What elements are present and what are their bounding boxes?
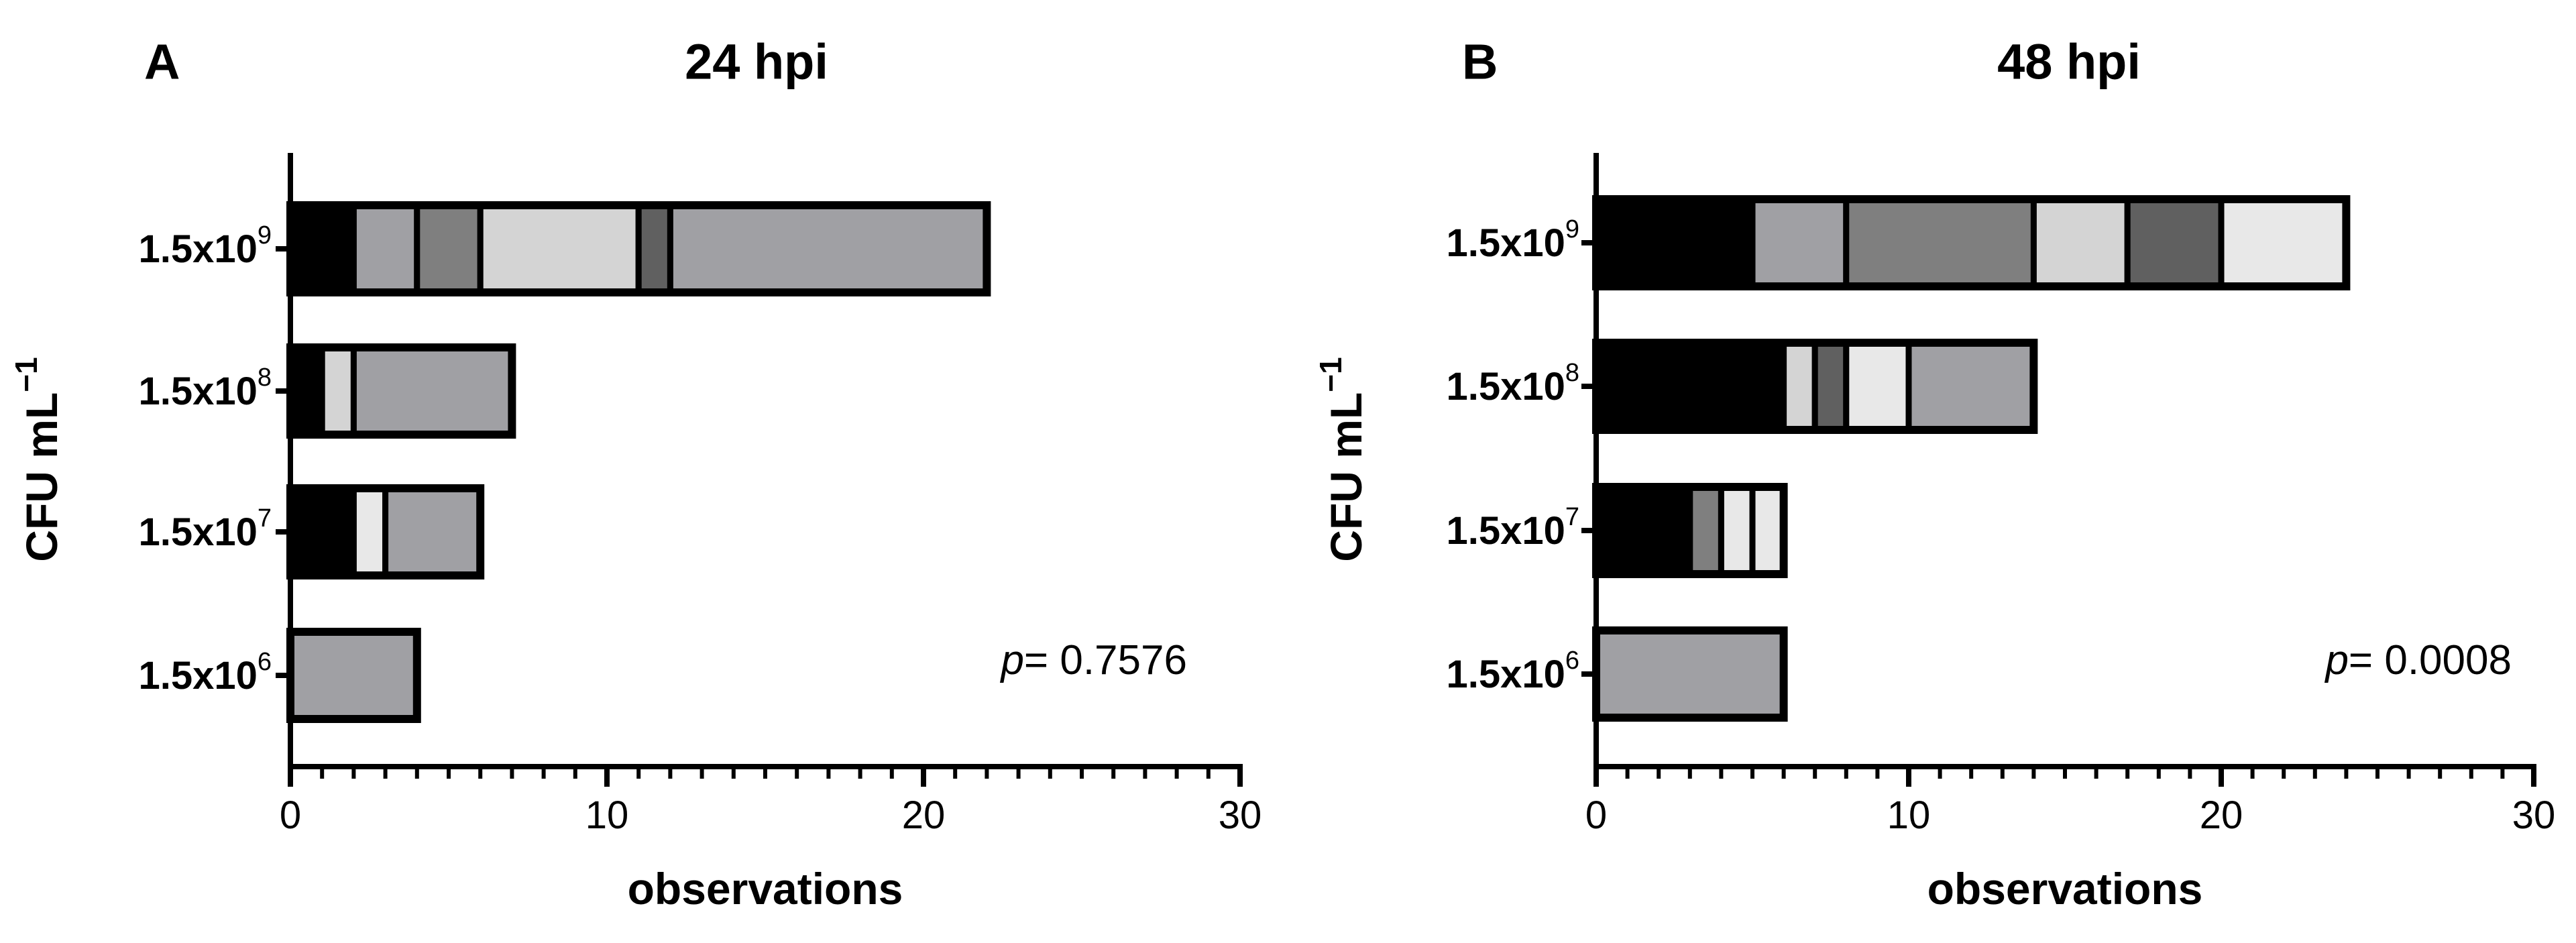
bar-segment xyxy=(1593,484,1693,577)
bar-segment xyxy=(1593,339,1787,433)
bar-segment xyxy=(1749,196,1850,290)
x-tick-label: 20 xyxy=(902,793,946,837)
bar-segment xyxy=(635,202,673,296)
bar-segment xyxy=(382,485,484,579)
bar-1 xyxy=(1592,339,2038,434)
bar-segment xyxy=(2218,196,2349,290)
bar-segment xyxy=(1781,339,1818,433)
bar-segment xyxy=(350,485,389,579)
y-axis-title: CFU mL−1 xyxy=(1313,357,1371,561)
x-tick-label: 10 xyxy=(585,793,629,837)
x-tick-label: 20 xyxy=(2200,793,2243,837)
bar-segment xyxy=(1593,196,1756,290)
bar-segment xyxy=(477,202,642,296)
category-base: 1.5x10 xyxy=(138,370,257,413)
category-label: 1.5x106 xyxy=(138,648,272,698)
bar-3 xyxy=(286,628,421,723)
bar-segment xyxy=(414,202,484,296)
category-base: 1.5x10 xyxy=(138,227,257,271)
bar-segment xyxy=(1687,484,1724,577)
bars xyxy=(286,201,991,723)
x-tick-label: 30 xyxy=(2512,793,2556,837)
bar-segment xyxy=(1843,196,2037,290)
y-axis-title-main: CFU mL xyxy=(1321,392,1371,562)
p-value-annotation: p= 0.7576 xyxy=(999,637,1187,683)
bars xyxy=(1592,195,2351,722)
category-label: 1.5x109 xyxy=(138,221,272,271)
bar-segment xyxy=(1811,339,1850,433)
x-tick-label: 30 xyxy=(1219,793,1262,837)
bar-segment xyxy=(667,202,990,296)
bar-segment xyxy=(287,344,325,438)
p-value-symbol: p xyxy=(2324,637,2348,683)
bar-segment xyxy=(287,628,421,722)
category-label: 1.5x107 xyxy=(138,504,272,554)
panel-title: 24 hpi xyxy=(685,34,828,90)
category-exponent: 6 xyxy=(258,648,272,676)
category-base: 1.5x10 xyxy=(138,654,257,698)
category-base: 1.5x10 xyxy=(1446,509,1565,553)
p-value-text: = 0.7576 xyxy=(1024,637,1187,683)
category-base: 1.5x10 xyxy=(138,510,257,554)
x-axis-title: observations xyxy=(1927,864,2203,913)
category-label: 1.5x109 xyxy=(1446,215,1579,265)
y-axis-title-exponent: −1 xyxy=(1313,357,1348,392)
category-exponent: 7 xyxy=(258,504,272,533)
bar-segment xyxy=(287,202,357,296)
bar-segment xyxy=(2124,196,2225,290)
bar-1 xyxy=(286,343,516,439)
x-tick-label: 0 xyxy=(1585,793,1607,837)
p-value-annotation: p= 0.0008 xyxy=(2324,637,2512,683)
bar-2 xyxy=(286,484,485,579)
bar-2 xyxy=(1592,483,1788,578)
category-exponent: 8 xyxy=(1565,359,1579,387)
category-label: 1.5x106 xyxy=(1446,647,1579,696)
p-value-symbol: p xyxy=(999,637,1023,683)
panel-letter: A xyxy=(144,34,180,90)
bar-segment xyxy=(287,485,357,579)
category-exponent: 8 xyxy=(258,364,272,392)
category-base: 1.5x10 xyxy=(1446,221,1565,265)
bar-segment xyxy=(2030,196,2131,290)
bar-segment xyxy=(1749,484,1787,577)
category-exponent: 9 xyxy=(258,221,272,249)
x-tick-label: 0 xyxy=(280,793,301,837)
bar-0 xyxy=(1592,195,2351,290)
x-axis-title: observations xyxy=(628,864,903,913)
category-base: 1.5x10 xyxy=(1446,653,1565,696)
panel-letter: B xyxy=(1462,34,1498,90)
bar-segment xyxy=(1593,627,1787,721)
x-tick-label: 10 xyxy=(1887,793,1931,837)
y-axis-title-exponent: −1 xyxy=(9,357,44,392)
bar-0 xyxy=(286,201,991,296)
panel-title: 48 hpi xyxy=(1997,34,2141,90)
category-exponent: 7 xyxy=(1565,503,1579,531)
bar-segment xyxy=(1718,484,1756,577)
bar-segment xyxy=(1905,339,2037,433)
category-exponent: 6 xyxy=(1565,647,1579,675)
p-value-text: = 0.0008 xyxy=(2349,637,2512,683)
category-label: 1.5x107 xyxy=(1446,503,1579,553)
bar-segment xyxy=(350,202,421,296)
category-exponent: 9 xyxy=(1565,215,1579,243)
bar-segment xyxy=(1843,339,1912,433)
bar-segment xyxy=(350,344,515,438)
y-axis-title-main: CFU mL xyxy=(17,392,66,562)
y-axis-title: CFU mL−1 xyxy=(9,357,66,561)
category-label: 1.5x108 xyxy=(138,364,272,413)
bar-3 xyxy=(1592,626,1788,722)
category-base: 1.5x10 xyxy=(1446,365,1565,408)
bar-segment xyxy=(319,344,357,438)
category-label: 1.5x108 xyxy=(1446,359,1579,408)
